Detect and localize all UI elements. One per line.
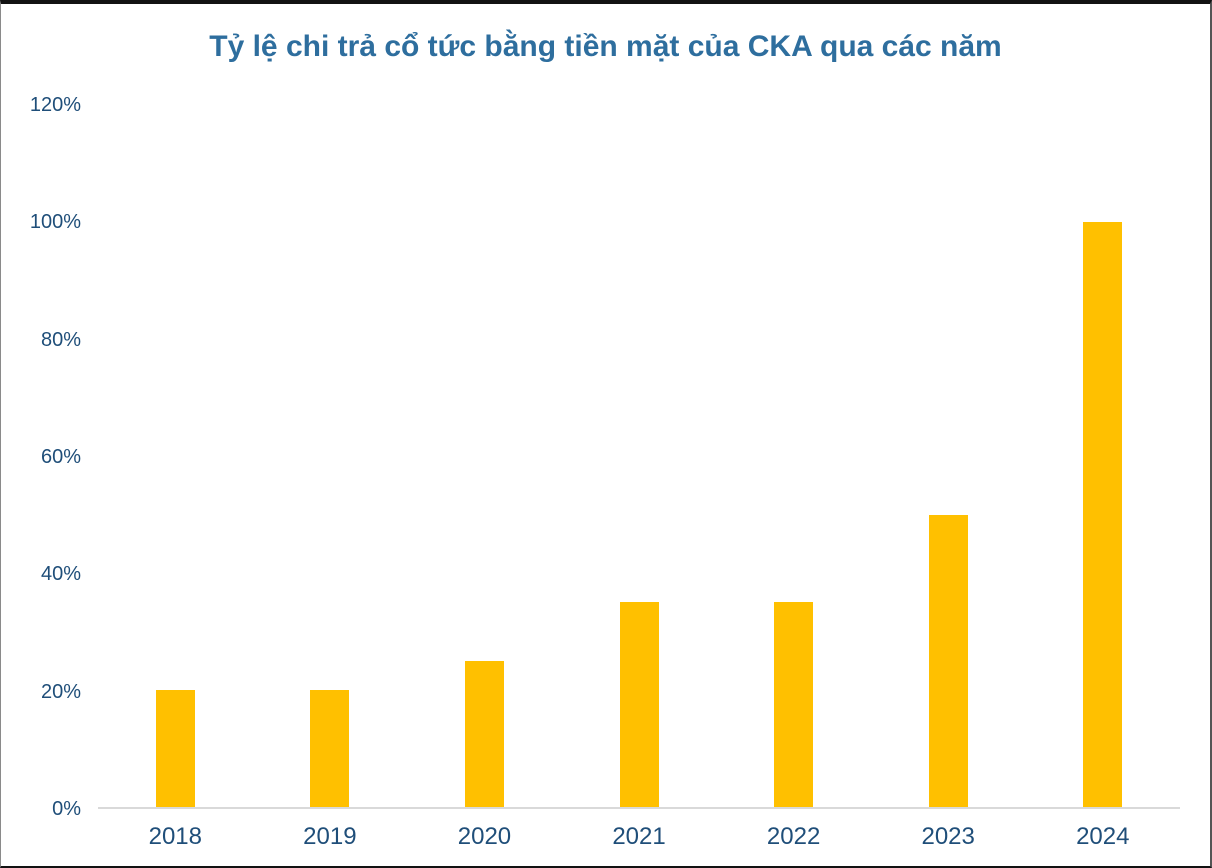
y-tick-label: 40% [40,563,81,586]
y-tick-label: 20% [40,680,81,703]
bar-column: 2020 [407,105,562,850]
x-tick-label: 2020 [457,823,512,850]
bar-2018 [155,690,195,807]
chart-title: Tỷ lệ chi trả cổ tức bằng tiền mặt của C… [209,30,1002,63]
y-tick-label: 80% [40,328,81,351]
bar-2024 [1083,222,1123,807]
bar-2019 [310,690,350,807]
x-tick-label: 2019 [303,823,357,850]
y-axis: 0% 20% 40% 60% 80% 100% 120% [1,94,81,820]
bar-column: 2019 [253,105,408,850]
plot-area: 2018 2019 2020 2021 2022 2023 2024 [98,105,1180,850]
x-tick-label: 2021 [612,823,666,850]
bar-2023 [928,514,968,807]
x-tick-label: 2023 [921,823,975,850]
x-tick-label: 2024 [1076,823,1130,850]
bar-2021 [619,602,659,807]
bar-column: 2018 [98,105,253,850]
bar-2022 [774,602,814,807]
bar-column: 2022 [716,105,871,850]
y-tick-label: 100% [29,211,81,234]
bar-column: 2021 [562,105,717,850]
y-tick-label: 120% [29,94,81,116]
bar-column: 2024 [1025,105,1180,850]
bar-column: 2023 [871,105,1026,850]
bar-2020 [464,660,504,807]
x-tick-label: 2022 [766,823,821,850]
x-tick-label: 2018 [148,823,202,850]
y-tick-label: 0% [52,798,81,820]
y-tick-label: 60% [40,446,81,468]
